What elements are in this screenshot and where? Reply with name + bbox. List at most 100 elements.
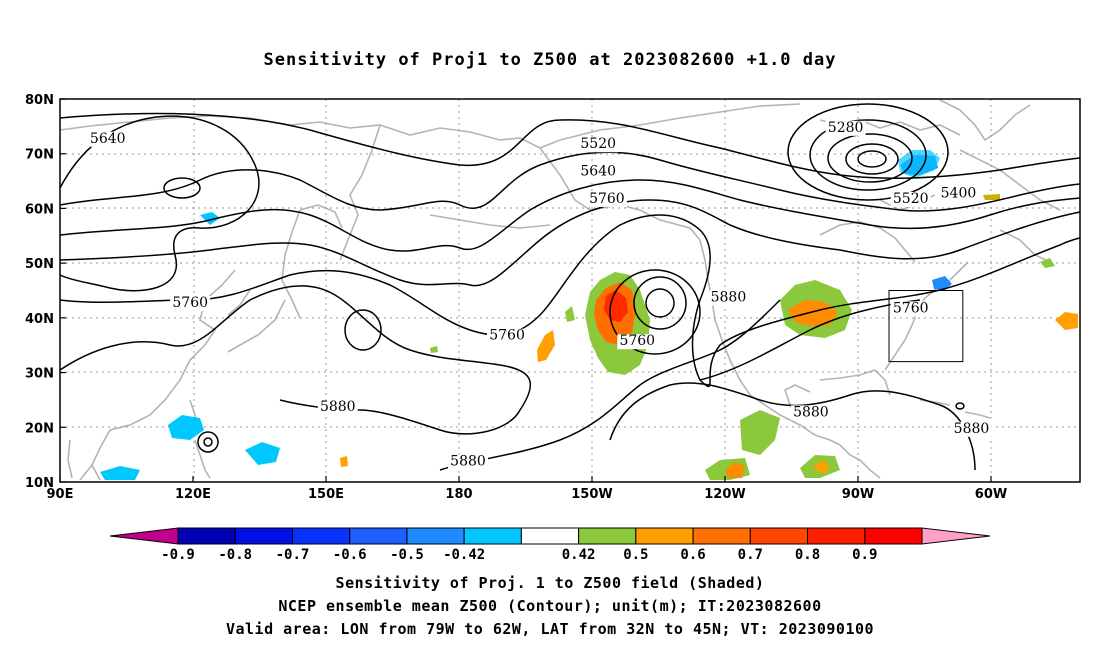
latitude-tick-label: 10N	[25, 476, 54, 491]
latitude-tick-label: 70N	[25, 148, 54, 163]
colorbar-segment	[177, 527, 236, 545]
contour-label: 5880	[320, 399, 356, 415]
latitude-tick-label: 80N	[25, 93, 54, 108]
colorbar-label: 0.9	[852, 547, 877, 563]
shade-pacific-green2	[537, 330, 555, 362]
longitude-tick-label: 60W	[975, 487, 1007, 502]
colorbar-label: 0.8	[795, 547, 820, 563]
shade-atlantic-orange	[1055, 312, 1078, 330]
longitude-tick-label: 120W	[704, 487, 745, 502]
latitude-labels: 80N 70N 60N 50N 40N 30N 20N 10N	[25, 93, 66, 491]
contour-label: 5760	[619, 333, 655, 349]
colorbar-min-triangle	[109, 527, 179, 545]
contour-label-bg	[317, 399, 358, 415]
shade-small-orange	[340, 456, 348, 467]
sensitivity-shading	[100, 150, 1078, 480]
longitude-tick-label: 90W	[842, 487, 874, 502]
shade-cyan-phil	[168, 415, 204, 440]
colorbar-segment	[406, 527, 465, 545]
contour-label: 5400	[941, 185, 977, 201]
contour-labels: 5640 5520 5640 5760 5280 5400 5520 5760 5760 5760…	[87, 120, 992, 470]
contour-label-bg	[586, 191, 627, 207]
contour-label: 5760	[893, 300, 929, 316]
contour-label: 5880	[711, 289, 747, 305]
colorbar-label: 0.42	[562, 547, 596, 563]
coastlines	[59, 99, 1061, 481]
contour-label-bg	[890, 301, 931, 317]
contour-label-bg	[487, 328, 528, 344]
longitude-tick-label: 90E	[47, 487, 74, 502]
contour-label-bg	[578, 137, 619, 153]
colorbar-label: -0.7	[276, 547, 310, 563]
caption-valid-area: Valid area: LON from 79W to 62W, LAT fro…	[225, 620, 875, 638]
longitude-tick-label: 120E	[175, 487, 211, 502]
shade-small-green2	[565, 306, 575, 322]
colorbar-label: -0.6	[333, 547, 367, 563]
colorbar-max-triangle	[921, 527, 991, 545]
contour-label-bg	[790, 405, 831, 421]
shade-small-green	[430, 346, 438, 353]
contour-label-bg	[170, 295, 211, 311]
contour-label-bg	[890, 191, 931, 207]
longitude-tick-label: 180	[445, 487, 472, 502]
colorbar-segment	[635, 527, 694, 545]
latitude-tick-label: 20N	[25, 421, 54, 436]
colorbar-label: -0.9	[161, 547, 195, 563]
colorbar-segment	[749, 527, 809, 545]
colorbar-segment	[578, 527, 637, 545]
colorbar-label: -0.8	[218, 547, 252, 563]
contour-label: 5760	[489, 328, 525, 344]
colorbar-segment	[807, 527, 866, 545]
longitude-tick-label: 150W	[571, 487, 612, 502]
shade-blue-east	[932, 276, 952, 290]
shade-us-orange	[788, 300, 838, 326]
colorbar-label: -0.5	[390, 547, 424, 563]
contour-label: 5520	[580, 136, 616, 152]
caption-shaded: Sensitivity of Proj. 1 to Z500 field (Sh…	[335, 574, 765, 592]
contour-label: 5760	[172, 295, 208, 311]
colorbar-segment	[692, 527, 751, 545]
contour-label-bg	[448, 454, 488, 470]
colorbar-label: 0.7	[738, 547, 763, 563]
shade-atlantic-green	[1040, 258, 1055, 268]
z500-contours	[59, 103, 1081, 471]
contour-label-bg	[617, 334, 658, 350]
shade-cyan-sea	[100, 466, 140, 480]
contour-label: 5760	[589, 191, 625, 207]
latitude-tick-label: 50N	[25, 257, 54, 272]
colorbar-label: -0.42	[443, 547, 485, 563]
map-title: Sensitivity of Proj1 to Z500 at 20230826…	[263, 50, 837, 70]
contour-label: 5640	[90, 131, 126, 147]
colorbar-label: 0.6	[680, 547, 705, 563]
longitude-tick-label: 150E	[308, 487, 344, 502]
contour-label-bg	[825, 120, 866, 136]
contour-label-bg	[951, 421, 992, 437]
contour-label-bg	[938, 186, 979, 202]
contour-label: 5520	[893, 191, 929, 207]
contour-label: 5880	[954, 421, 990, 437]
map-frame	[59, 98, 1081, 483]
contour-label: 5280	[828, 120, 864, 136]
colorbar-segment	[291, 527, 351, 545]
colorbar-segment	[234, 527, 293, 545]
colorbar-label: 0.5	[623, 547, 648, 563]
caption-contour: NCEP ensemble mean Z500 (Contour); unit(…	[278, 597, 822, 615]
contour-label: 5880	[793, 404, 829, 420]
latitude-tick-label: 30N	[25, 367, 54, 382]
latitude-tick-label: 60N	[25, 202, 54, 217]
shade-small-orange2	[983, 194, 1000, 200]
longitude-labels: 90E 120E 150E 180 150W 120W 90W 60W	[47, 476, 1007, 502]
colorbar-segment	[864, 527, 923, 545]
shade-mexico-green	[740, 410, 780, 455]
colorbar-segment	[463, 527, 522, 545]
shade-cyan-greenland	[898, 150, 940, 178]
contour-label: 5880	[450, 454, 486, 470]
colorbar-labels: -0.9 -0.8 -0.7 -0.6 -0.5 -0.42 0.42 0.5 0.6 0.7 0.…	[161, 547, 877, 563]
colorbar-segment	[349, 527, 408, 545]
contour-label-bg	[578, 164, 619, 180]
shade-cyan-phil2	[245, 442, 280, 465]
colorbar	[109, 527, 991, 545]
shade-pacific-orange3	[812, 460, 830, 474]
shade-mexico-orange	[725, 462, 745, 478]
